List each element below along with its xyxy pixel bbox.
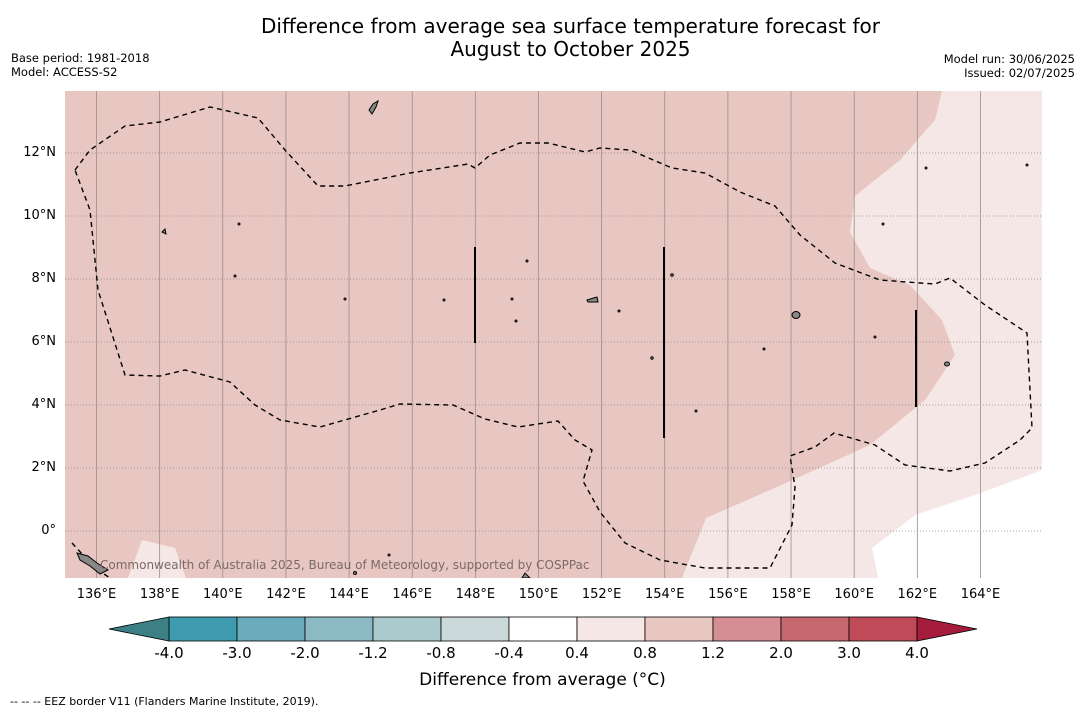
island-dot-8 xyxy=(650,356,654,360)
x-tick-label: 144°E xyxy=(329,587,369,602)
title-line-2: August to October 2025 xyxy=(450,37,691,61)
colorbar-segment xyxy=(440,616,510,642)
x-tick-label: 162°E xyxy=(897,587,938,602)
island-dot-9 xyxy=(694,409,698,413)
colorbar-segment xyxy=(780,616,850,642)
islands xyxy=(76,99,1029,578)
colorbar-segment xyxy=(372,616,442,642)
colorbar-tick-label: 1.2 xyxy=(701,644,725,662)
island-guam-area xyxy=(368,99,379,115)
colorbar-tick-label: 0.4 xyxy=(565,644,589,662)
y-tick-label: 12°N xyxy=(23,145,56,160)
x-tick-label: 148°E xyxy=(455,587,496,602)
island-dot-7 xyxy=(617,309,621,313)
issued-date: Issued: 02/07/2025 xyxy=(964,66,1075,80)
island-dot-12 xyxy=(924,166,928,170)
colorbar-tick-label: -2.0 xyxy=(290,644,320,662)
colorbar-tick-label: 4.0 xyxy=(905,644,929,662)
y-tick-label: 2°N xyxy=(31,460,57,475)
island-dot-17 xyxy=(387,553,391,557)
y-tick-label: 6°N xyxy=(31,334,57,349)
colorbar-segment xyxy=(236,616,306,642)
colorbar-tick-label: -4.0 xyxy=(154,644,184,662)
island-pohnpei xyxy=(791,311,801,319)
colorbar-tick-label: -3.0 xyxy=(222,644,252,662)
x-tick-label: 164°E xyxy=(960,587,1001,602)
x-tick-label: 150°E xyxy=(518,587,559,602)
x-tick-label: 146°E xyxy=(392,587,432,602)
x-tick-label: 140°E xyxy=(203,587,243,602)
eez-border-fsm xyxy=(74,106,1033,569)
island-dot-5 xyxy=(510,297,514,301)
island-dot-18 xyxy=(353,571,357,575)
anomaly-fill-southeast xyxy=(872,470,1042,578)
colorbar-segment xyxy=(168,616,238,642)
colorbar xyxy=(108,616,978,642)
colorbar-tick-label: -0.4 xyxy=(494,644,524,662)
colorbar-segments xyxy=(168,616,918,642)
model-run: Model run: 30/06/2025 xyxy=(943,52,1075,66)
island-chuuk xyxy=(586,296,599,303)
x-tick-label: 142°E xyxy=(266,587,306,602)
colorbar-extend-low xyxy=(108,616,170,642)
colorbar-tick-label: 0.8 xyxy=(633,644,657,662)
eez-border-palau xyxy=(71,542,111,578)
island-dot-3 xyxy=(343,297,347,301)
island-dot-13 xyxy=(1025,163,1029,167)
colorbar-segment xyxy=(508,616,578,642)
y-tick-label: 8°N xyxy=(31,271,57,286)
x-tick-label: 152°E xyxy=(581,587,622,602)
island-dot-2 xyxy=(525,259,529,263)
island-yap xyxy=(161,227,167,235)
island-dot-14 xyxy=(233,274,237,278)
island-kosrae xyxy=(944,361,950,367)
y-tick-label: 0° xyxy=(41,523,56,538)
colorbar-extend-high xyxy=(916,616,978,642)
anomaly-fill-east xyxy=(682,91,1042,578)
island-dot-4 xyxy=(442,298,446,302)
colorbar-segment xyxy=(576,616,646,642)
colorbar-title: Difference from average (°C) xyxy=(419,670,666,690)
colorbar-tick-label: 3.0 xyxy=(837,644,861,662)
island-palau xyxy=(76,552,110,575)
y-tick-label: 10°N xyxy=(23,208,56,223)
island-south-edge xyxy=(521,572,531,578)
x-tick-label: 136°E xyxy=(76,587,117,602)
colorbar-tick-label: -1.2 xyxy=(358,644,388,662)
colorbar-segment xyxy=(644,616,714,642)
marker-lines xyxy=(474,247,917,438)
island-dot-15 xyxy=(237,222,241,226)
x-tick-label: 156°E xyxy=(708,587,748,602)
island-dot-1 xyxy=(670,273,674,277)
colorbar-tick-label: -0.8 xyxy=(426,644,456,662)
colorbar-segment xyxy=(848,616,918,642)
model-name: Model: ACCESS-S2 xyxy=(11,65,118,79)
map-area xyxy=(65,91,1042,578)
island-dot-16 xyxy=(762,347,766,351)
x-tick-label: 138°E xyxy=(139,587,180,602)
x-tick-label: 158°E xyxy=(771,587,811,602)
y-tick-label: 4°N xyxy=(31,397,57,412)
attribution: Commonwealth of Australia 2025, Bureau o… xyxy=(100,558,590,572)
base-period: Base period: 1981-2018 xyxy=(11,51,150,65)
footnote: -- -- -- EEZ border V11 (Flanders Marine… xyxy=(10,695,319,708)
x-tick-label: 160°E xyxy=(834,587,874,602)
island-dot-10 xyxy=(873,335,877,339)
chart-title: Difference from average sea surface temp… xyxy=(0,15,1085,61)
meta-left: Base period: 1981-2018 Model: ACCESS-S2 xyxy=(11,51,150,79)
anomaly-fill-southwest xyxy=(128,540,186,578)
meta-right: Model run: 30/06/2025 Issued: 02/07/2025 xyxy=(944,52,1075,80)
island-dot-11 xyxy=(881,222,885,226)
title-line-1: Difference from average sea surface temp… xyxy=(260,14,880,38)
x-tick-label: 154°E xyxy=(644,587,685,602)
colorbar-segment xyxy=(712,616,782,642)
island-dot-6 xyxy=(514,319,518,323)
colorbar-tick-label: 2.0 xyxy=(769,644,793,662)
colorbar-segment xyxy=(304,616,374,642)
